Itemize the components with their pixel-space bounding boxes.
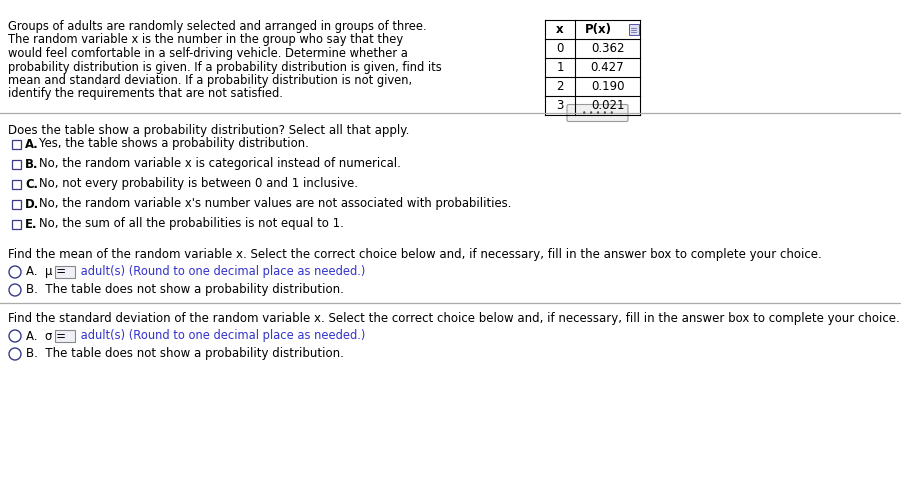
Text: Groups of adults are randomly selected and arranged in groups of three.: Groups of adults are randomly selected a… [8, 20, 427, 33]
Text: Yes, the table shows a probability distribution.: Yes, the table shows a probability distr… [39, 137, 309, 150]
FancyBboxPatch shape [629, 24, 639, 35]
Text: A.  σ =: A. σ = [26, 329, 69, 343]
Text: Find the mean of the random variable x. Select the correct choice below and, if : Find the mean of the random variable x. … [8, 248, 822, 261]
Bar [12, 220, 21, 229]
Bar [55, 266, 75, 278]
Text: A.  μ =: A. μ = [26, 265, 70, 278]
Bar [12, 199, 21, 208]
Bar [12, 180, 21, 188]
Text: identify the requirements that are not satisfied.: identify the requirements that are not s… [8, 87, 283, 101]
Bar [12, 139, 21, 148]
Text: Does the table show a probability distribution? Select all that apply.: Does the table show a probability distri… [8, 124, 409, 137]
Text: 3: 3 [556, 99, 564, 112]
Text: • • • • •: • • • • • [581, 109, 614, 118]
Text: 0: 0 [556, 42, 564, 55]
Bar [55, 330, 75, 342]
Text: B.  The table does not show a probability distribution.: B. The table does not show a probability… [26, 284, 344, 297]
Text: A.: A. [25, 137, 39, 150]
Text: adult(s) (Round to one decimal place as needed.): adult(s) (Round to one decimal place as … [77, 265, 366, 278]
Text: 0.362: 0.362 [591, 42, 624, 55]
Bar [12, 160, 21, 169]
Text: would feel comfortable in a self-driving vehicle. Determine whether a: would feel comfortable in a self-driving… [8, 47, 408, 60]
Text: 0.190: 0.190 [591, 80, 624, 93]
Text: B.: B. [25, 158, 39, 171]
Text: P(x): P(x) [585, 23, 612, 36]
Text: 1: 1 [556, 61, 564, 74]
Text: probability distribution is given. If a probability distribution is given, find : probability distribution is given. If a … [8, 61, 441, 73]
Text: Find the standard deviation of the random variable x. Select the correct choice : Find the standard deviation of the rando… [8, 312, 900, 325]
Text: adult(s) (Round to one decimal place as needed.): adult(s) (Round to one decimal place as … [77, 329, 366, 343]
Text: 0.021: 0.021 [591, 99, 624, 112]
FancyBboxPatch shape [567, 105, 628, 122]
Text: 0.427: 0.427 [591, 61, 624, 74]
Text: B.  The table does not show a probability distribution.: B. The table does not show a probability… [26, 348, 344, 361]
Text: E.: E. [25, 218, 37, 231]
Text: 2: 2 [556, 80, 564, 93]
Text: No, the random variable x is categorical instead of numerical.: No, the random variable x is categorical… [39, 158, 401, 171]
Text: x: x [556, 23, 564, 36]
Text: D.: D. [25, 197, 39, 210]
Text: No, the random variable x's number values are not associated with probabilities.: No, the random variable x's number value… [39, 197, 512, 210]
Text: The random variable x is the number in the group who say that they: The random variable x is the number in t… [8, 34, 403, 47]
Text: mean and standard deviation. If a probability distribution is not given,: mean and standard deviation. If a probab… [8, 74, 412, 87]
Text: No, not every probability is between 0 and 1 inclusive.: No, not every probability is between 0 a… [39, 178, 358, 190]
Text: C.: C. [25, 178, 38, 190]
Text: No, the sum of all the probabilities is not equal to 1.: No, the sum of all the probabilities is … [39, 218, 344, 231]
